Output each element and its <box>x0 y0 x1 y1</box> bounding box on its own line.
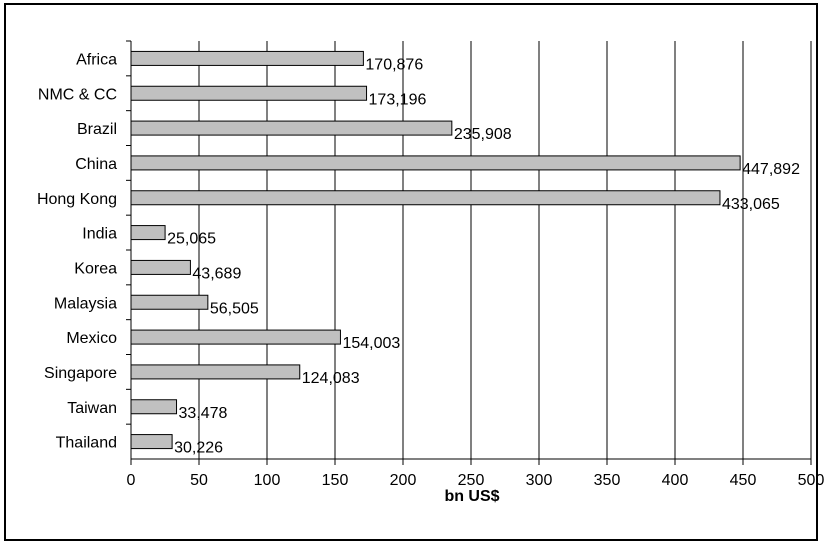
x-tick-labels: 0 50 100 150 200 250 300 350 400 450 500 <box>127 472 825 489</box>
bar <box>130 294 209 310</box>
x-tick-label: 350 <box>594 472 621 489</box>
category-labels: Africa NMC & CC Brazil China Hong Kong India K… <box>37 51 117 451</box>
grid-lines <box>198 41 812 459</box>
category-label: NMC & CC <box>38 86 117 103</box>
x-tick-label: 500 <box>798 472 825 489</box>
data-labels: 170,876 173,196 235,908 447,892 433,065 25,06… <box>167 56 800 456</box>
x-tick-label: 400 <box>662 472 689 489</box>
category-label: Malaysia <box>54 295 117 312</box>
category-label: Singapore <box>44 365 117 382</box>
category-label: Brazil <box>77 121 117 138</box>
bar <box>130 50 364 66</box>
axes <box>126 40 812 465</box>
bar <box>130 190 721 206</box>
data-label: 43,689 <box>192 265 241 282</box>
bar <box>130 364 301 380</box>
bar <box>130 225 166 241</box>
bar <box>130 399 178 415</box>
data-label: 30,226 <box>174 440 223 457</box>
category-label: China <box>75 156 117 173</box>
category-label: Mexico <box>66 330 117 347</box>
data-label: 447,892 <box>742 161 800 178</box>
bar <box>130 329 341 345</box>
x-axis-label: bn US$ <box>444 488 499 505</box>
data-label: 56,505 <box>210 300 259 317</box>
data-label: 173,196 <box>369 91 427 108</box>
category-label: Hong Kong <box>37 191 117 208</box>
x-tick-label: 200 <box>390 472 417 489</box>
bar <box>130 434 173 450</box>
x-tick-label: 100 <box>254 472 281 489</box>
data-label: 124,083 <box>302 370 360 387</box>
x-tick-label: 450 <box>730 472 757 489</box>
x-tick-label: 0 <box>127 472 136 489</box>
bar <box>130 85 368 101</box>
category-label: Thailand <box>56 435 117 452</box>
x-tick-label: 250 <box>458 472 485 489</box>
data-label: 154,003 <box>342 335 400 352</box>
data-label: 33,478 <box>179 405 228 422</box>
category-label: Africa <box>76 51 117 68</box>
category-label: Taiwan <box>67 400 117 417</box>
data-label: 25,065 <box>167 231 216 248</box>
category-label: India <box>82 226 117 243</box>
data-label: 170,876 <box>365 56 423 73</box>
x-tick-label: 300 <box>526 472 553 489</box>
x-tick-label: 150 <box>322 472 349 489</box>
bar <box>130 120 453 136</box>
bar <box>130 155 741 171</box>
data-label: 235,908 <box>454 126 512 143</box>
data-label: 433,065 <box>722 196 780 213</box>
category-label: Korea <box>74 260 117 277</box>
bars <box>130 50 741 450</box>
x-tick-label: 50 <box>190 472 208 489</box>
bar <box>130 259 191 275</box>
